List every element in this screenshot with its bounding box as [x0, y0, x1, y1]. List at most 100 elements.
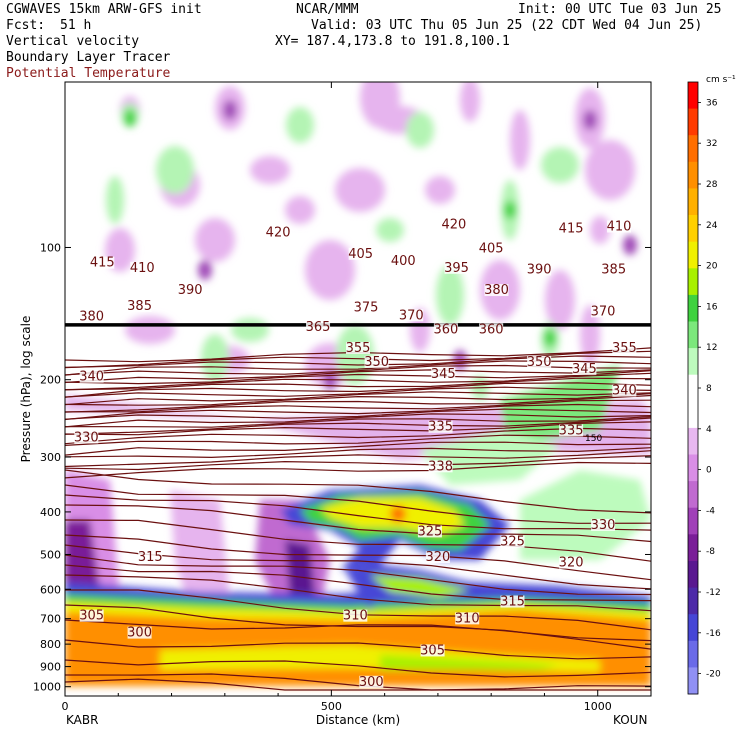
colorbar-tick-label: 12: [706, 343, 717, 353]
theta-label: 400: [391, 254, 416, 269]
theta-label: 360: [433, 322, 458, 337]
isentrope-upper: [65, 382, 651, 398]
colorbar-swatch: [688, 587, 698, 615]
isentrope-lower: [65, 659, 651, 678]
theta-label-bg: [559, 556, 584, 569]
forecast-label: Fcst:: [6, 18, 46, 33]
colorbar-swatch: [688, 135, 698, 163]
subsidence-patch: [195, 218, 235, 262]
isentrope-upper: [65, 416, 651, 428]
colorbar-tick-label: 28: [706, 180, 718, 190]
subsidence-patch: [580, 305, 600, 365]
colorbar-swatch: [688, 640, 698, 668]
colorbar-tick-label: 20: [706, 262, 718, 272]
theta-label: 305: [79, 609, 104, 624]
isentrope-lower: [65, 639, 651, 660]
theta-label-bg: [79, 370, 104, 383]
theta-label: 320: [559, 556, 584, 571]
theta-label: 345: [572, 362, 597, 377]
y-tick-label: 800: [40, 638, 61, 651]
isentrope-upper: [65, 360, 651, 376]
isentrope-upper: [65, 455, 651, 471]
y-tick-label: 300: [40, 451, 61, 464]
isentrope-upper: [65, 350, 651, 369]
isentrope-upper: [65, 434, 651, 446]
y-axis-label: Pressure (hPa), log scale: [19, 316, 33, 463]
theta-label-bg: [444, 261, 469, 274]
colorbar-swatch: [688, 561, 698, 589]
theta-label-bg: [90, 256, 115, 269]
isentrope-lower: [65, 574, 651, 612]
theta-label-bg: [431, 367, 456, 380]
theta-label-bg: [527, 263, 552, 276]
isentrope-upper: [65, 441, 651, 456]
subsidence-core: [223, 100, 237, 120]
colorbar-tick-label: 32: [706, 139, 717, 149]
theta-label: 325: [500, 535, 525, 550]
theta-label-bg: [79, 310, 104, 323]
theta-label-bg: [364, 355, 389, 368]
mid-ascent-right: [520, 470, 651, 560]
boundary-layer-blue: [65, 582, 651, 605]
isentrope-upper: [65, 417, 651, 435]
subsidence-patch: [585, 140, 635, 200]
theta-label-bg: [353, 301, 378, 314]
subsidence-patch: [545, 270, 575, 330]
y-tick-label: 200: [40, 374, 61, 387]
theta-label: 350: [527, 355, 552, 370]
theta-label-bg: [428, 420, 453, 433]
ascent-patch: [231, 318, 269, 342]
colorbar-tick-label: -16: [706, 629, 721, 639]
isentrope-lower: [65, 564, 651, 602]
theta-label-bg: [359, 675, 384, 688]
theta-label-bg: [425, 551, 450, 564]
subsidence-patch: [460, 82, 480, 122]
y-tick-label: 900: [40, 661, 61, 674]
colorbar-swatch: [688, 534, 698, 562]
isentrope-lower: [65, 544, 651, 590]
theta-label-bg: [343, 609, 368, 622]
colorbar-swatch: [688, 374, 698, 402]
theta-label-bg: [391, 254, 416, 267]
theta-label-bg: [420, 644, 445, 657]
low-green-band: [380, 655, 560, 670]
subsidence-patch: [285, 196, 315, 224]
theta-label: 340: [79, 370, 104, 385]
ascent-patch: [106, 176, 124, 224]
theta-label: 320: [425, 550, 450, 565]
theta-label: 300: [127, 626, 152, 641]
theta-label: 405: [348, 247, 373, 262]
isentrope-upper: [65, 403, 651, 421]
isentrope-lower: [65, 469, 651, 514]
theta-label: 385: [601, 262, 626, 277]
theta-label: 365: [306, 320, 331, 335]
theta-label: 370: [591, 304, 616, 319]
theta-label: 325: [418, 524, 443, 539]
y-tick-label: 100: [40, 241, 61, 254]
theta-label: 385: [127, 299, 152, 314]
theta-label-bg: [500, 595, 525, 608]
colorbar-tick-label: 4: [706, 425, 712, 435]
isentrope-upper: [65, 355, 651, 368]
x-tick-label: 0: [62, 700, 69, 713]
theta-label-bg: [127, 299, 152, 312]
field-vertical-velocity: Vertical velocity: [6, 34, 140, 49]
theta-label-bg: [479, 242, 504, 255]
y-tick-label: 500: [40, 548, 61, 561]
theta-label: 355: [612, 341, 637, 356]
forecast-hour: 51 h: [60, 18, 92, 33]
model-title: CGWAVES 15km ARW-GFS init: [6, 2, 202, 17]
ascent-core: [544, 329, 556, 347]
colorbar-swatch: [688, 614, 698, 642]
theta-label-bg: [500, 535, 525, 548]
theta-label: 405: [479, 241, 504, 256]
field-potential-temperature: Potential Temperature: [6, 66, 171, 81]
theta-label-bg: [346, 341, 370, 354]
ascent-core: [124, 109, 136, 127]
colorbar-tick-label: -8: [706, 547, 715, 557]
theta-label: 335: [428, 420, 453, 435]
theta-label-bg: [79, 609, 104, 622]
plume-base-green: [370, 575, 470, 598]
